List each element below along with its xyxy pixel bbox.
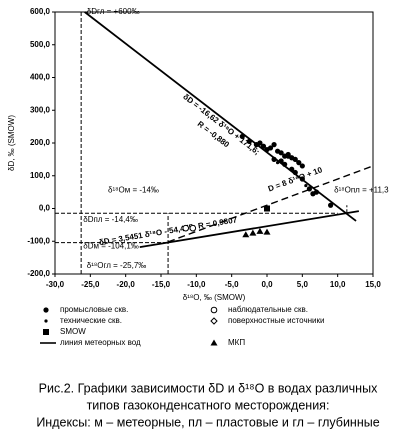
x-tick-label: -5,0 (225, 280, 239, 289)
y-axis-label: δD, ‰ (SMOW) (7, 115, 16, 171)
legend-marker (43, 329, 49, 335)
point (264, 205, 270, 212)
point (306, 186, 312, 192)
point (276, 161, 280, 165)
legend-label: технические скв. (60, 316, 122, 325)
point (267, 145, 274, 151)
point (296, 160, 302, 166)
trend-line (84, 11, 357, 222)
legend-marker (43, 307, 49, 313)
point (263, 228, 271, 235)
legend-label: МКП (228, 338, 245, 347)
x-tick-label: 5,0 (297, 280, 309, 289)
y-tick-label: -100,0 (27, 236, 50, 245)
point (242, 231, 250, 238)
point (278, 150, 284, 156)
legend-label: наблюдательные скв. (228, 305, 308, 314)
y-tick-label: 100,0 (30, 171, 51, 180)
legend-label: линия метеорных вод (60, 338, 141, 347)
legend-label: поверхностные источники (228, 316, 324, 325)
x-tick-label: 15,0 (365, 280, 381, 289)
caption: Индексы: м – метеорные, пл – пластовые и… (36, 415, 379, 429)
legend-marker (210, 317, 218, 325)
legend-marker (210, 339, 218, 346)
x-tick-label: -30,0 (46, 280, 65, 289)
point (299, 163, 305, 169)
annotation: δDгл = +600‰ (87, 7, 140, 16)
point (271, 142, 277, 148)
point (271, 156, 277, 162)
point (299, 176, 305, 182)
x-tick-label: -10,0 (187, 280, 206, 289)
x-tick-label: -20,0 (117, 280, 136, 289)
point (282, 161, 288, 167)
x-tick-label: 10,0 (330, 280, 346, 289)
point (328, 202, 334, 208)
annotation: δDпл = -14,4‰ (83, 215, 138, 224)
annotation: δ¹⁸Oпл = +11,3 (334, 186, 389, 195)
y-tick-label: 500,0 (30, 40, 51, 49)
y-tick-label: 600,0 (30, 7, 51, 16)
x-tick-label: -25,0 (81, 280, 100, 289)
point (289, 166, 295, 172)
point (239, 133, 245, 140)
caption: типов газоконденсатного месторождения: (87, 398, 330, 412)
point (313, 189, 320, 195)
annotation: δ¹⁸Oм = -14‰ (108, 186, 159, 195)
annotation: δDм = -104,1‰ (83, 241, 139, 250)
y-tick-label: 200,0 (30, 138, 51, 147)
point (292, 169, 298, 176)
point (182, 224, 190, 232)
caption: Рис.2. Графики зависимости δD и δ¹⁸O в в… (39, 381, 378, 395)
legend-label: SMOW (60, 327, 86, 336)
y-tick-label: 0,0 (39, 204, 51, 213)
point (257, 140, 263, 146)
trend-line (139, 210, 360, 249)
y-tick-label: 400,0 (30, 73, 51, 82)
legend-marker (44, 319, 48, 323)
point (256, 227, 264, 234)
point (189, 224, 197, 232)
point (249, 229, 257, 236)
annotation: δ¹⁸Oгл = -25,7‰ (87, 261, 146, 270)
point (285, 153, 291, 159)
x-axis-label: δ¹⁸O, ‰ (SMOW) (183, 293, 246, 302)
point (246, 138, 252, 144)
trend-line (167, 165, 374, 243)
x-tick-label: 0,0 (261, 280, 273, 289)
point (278, 158, 284, 164)
point (260, 143, 267, 149)
legend-marker (210, 306, 218, 314)
legend-label: промысловые скв. (60, 305, 128, 314)
point (304, 183, 308, 188)
point (292, 156, 298, 162)
y-tick-label: -200,0 (27, 269, 50, 278)
equation-label: δD = -16,62 δ¹⁸O + 171,6; (181, 92, 261, 156)
y-tick-label: 300,0 (30, 105, 51, 114)
x-tick-label: -15,0 (152, 280, 171, 289)
